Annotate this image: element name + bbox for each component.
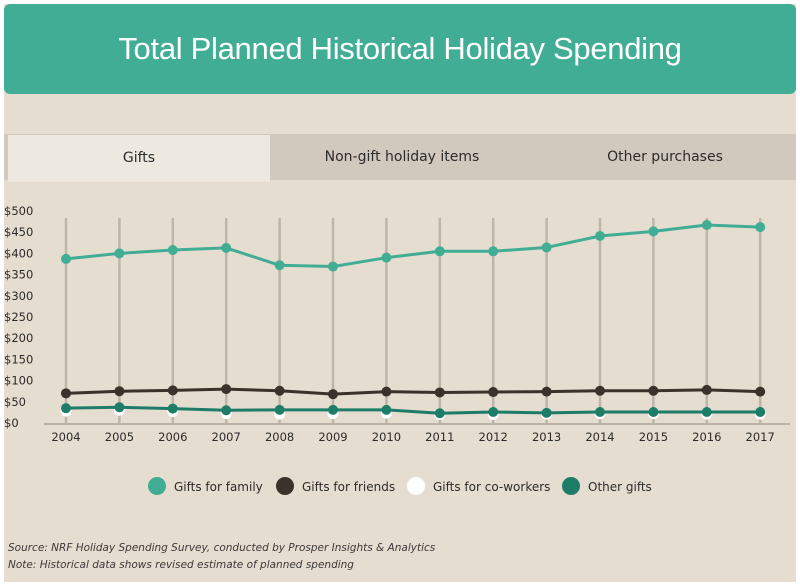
point-other-2014[interactable]	[595, 406, 605, 417]
tab-non-gift-holiday-items[interactable]: Non-gift holiday items	[270, 134, 534, 180]
x-tick-2005: 2005	[105, 430, 134, 444]
x-tick-2017: 2017	[746, 430, 775, 444]
x-tick-2015: 2015	[639, 430, 668, 444]
point-family-2007[interactable]	[221, 242, 232, 253]
legend-swatch-coworkers	[407, 477, 425, 495]
series-layer	[60, 219, 766, 421]
point-family-2013[interactable]	[541, 242, 552, 253]
point-other-2006[interactable]	[167, 403, 178, 414]
tab-bar: Gifts Non-gift holiday items Other purch…	[4, 134, 796, 182]
legend-swatch-family	[148, 477, 166, 495]
y-tick-200: $200	[4, 331, 33, 345]
point-family-2015[interactable]	[648, 226, 659, 237]
point-family-2005[interactable]	[114, 248, 125, 259]
point-other-2011[interactable]	[434, 408, 445, 419]
x-tick-2009: 2009	[318, 430, 347, 444]
y-tick-300: $300	[4, 289, 33, 303]
x-tick-2014: 2014	[585, 430, 614, 444]
tab-gifts[interactable]: Gifts	[8, 134, 270, 182]
chart-area: $0 $50 $100 $150 $200 $250 $300 $350 $400 $450 $50…	[4, 4, 796, 582]
y-tick-250: $250	[4, 310, 33, 324]
point-other-2004[interactable]	[61, 403, 71, 414]
footnotes: Source: NRF Holiday Spending Survey, con…	[8, 540, 435, 574]
y-axis: $0 $50 $100 $150 $200 $250 $300 $350 $400 $450 $50…	[4, 204, 33, 430]
x-tick-2013: 2013	[532, 430, 561, 444]
y-tick-150: $150	[4, 352, 33, 366]
x-tick-2004: 2004	[51, 430, 80, 444]
x-tick-2016: 2016	[692, 430, 721, 444]
x-tick-2006: 2006	[158, 430, 187, 444]
point-family-2010[interactable]	[381, 252, 392, 263]
point-friends-2009[interactable]	[328, 389, 338, 400]
series-line-family	[65, 223, 761, 269]
legend-swatch-other	[562, 477, 580, 495]
point-friends-2014[interactable]	[595, 385, 605, 396]
legend-label-coworkers: Gifts for co-workers	[433, 480, 550, 494]
point-friends-2012[interactable]	[488, 387, 499, 398]
legend-swatch-friends	[276, 477, 294, 495]
point-family-2011[interactable]	[434, 246, 445, 257]
point-family-2009[interactable]	[328, 261, 338, 272]
point-family-2008[interactable]	[274, 260, 285, 271]
y-tick-450: $450	[4, 225, 33, 239]
legend-label-other: Other gifts	[588, 480, 652, 494]
infographic-panel: Total Planned Historical Holiday Spendin…	[4, 4, 796, 582]
point-friends-2008[interactable]	[274, 385, 285, 396]
tab-other-purchases-label: Other purchases	[607, 149, 723, 165]
legend-label-family: Gifts for family	[174, 480, 263, 494]
page-title: Total Planned Historical Holiday Spendin…	[118, 31, 682, 66]
point-friends-2013[interactable]	[541, 386, 552, 397]
y-tick-100: $100	[4, 374, 33, 388]
x-tick-2012: 2012	[479, 430, 508, 444]
legend: Gifts for family Gifts for friends Gifts f…	[148, 477, 652, 495]
point-family-2004[interactable]	[61, 253, 71, 264]
legend-label-friends: Gifts for friends	[302, 480, 395, 494]
y-tick-350: $350	[4, 268, 33, 282]
x-tick-2011: 2011	[425, 430, 454, 444]
y-tick-400: $400	[4, 246, 33, 260]
point-friends-2016[interactable]	[701, 384, 712, 395]
point-friends-2006[interactable]	[167, 385, 178, 396]
point-friends-2015[interactable]	[648, 385, 659, 396]
point-friends-2004[interactable]	[61, 388, 71, 399]
point-other-2017[interactable]	[755, 406, 766, 417]
x-tick-2007: 2007	[212, 430, 241, 444]
x-axis: 2004 2005 2006 2007 2008 2009 2010 2011 2012 2013…	[44, 423, 790, 444]
point-other-2016[interactable]	[701, 406, 712, 417]
point-other-2008[interactable]	[274, 404, 285, 415]
y-tick-50: $50	[4, 395, 26, 409]
point-other-2010[interactable]	[381, 404, 392, 415]
point-other-2007[interactable]	[221, 405, 232, 416]
x-tick-2008: 2008	[265, 430, 294, 444]
tab-other-purchases[interactable]: Other purchases	[534, 134, 796, 180]
x-tick-2010: 2010	[372, 430, 401, 444]
tab-gifts-label: Gifts	[122, 150, 156, 166]
series-line-friends	[65, 387, 761, 396]
point-other-2013[interactable]	[541, 407, 552, 418]
point-other-2009[interactable]	[328, 404, 338, 415]
y-tick-500: $500	[4, 204, 33, 218]
title-banner: Total Planned Historical Holiday Spendin…	[4, 4, 796, 94]
point-family-2012[interactable]	[488, 246, 499, 257]
point-other-2015[interactable]	[648, 406, 659, 417]
point-family-2006[interactable]	[167, 245, 178, 256]
point-friends-2007[interactable]	[221, 384, 232, 395]
point-friends-2011[interactable]	[434, 387, 445, 398]
tab-non-gift-label: Non-gift holiday items	[324, 149, 480, 165]
point-other-2012[interactable]	[488, 406, 499, 417]
point-friends-2010[interactable]	[381, 386, 392, 397]
point-family-2014[interactable]	[595, 231, 605, 242]
point-other-2005[interactable]	[114, 402, 125, 413]
y-tick-0: $0	[4, 416, 19, 430]
source-note: Source: NRF Holiday Spending Survey, con…	[8, 542, 436, 554]
line-chart: $0 $50 $100 $150 $200 $250 $300 $350 $400 $450 $50…	[4, 204, 790, 495]
revision-note: Note: Historical data shows revised esti…	[8, 559, 354, 571]
series-line-other	[65, 405, 761, 415]
point-friends-2017[interactable]	[755, 386, 766, 397]
point-friends-2005[interactable]	[114, 386, 125, 397]
point-family-2016[interactable]	[701, 219, 712, 230]
point-family-2017[interactable]	[755, 222, 766, 233]
